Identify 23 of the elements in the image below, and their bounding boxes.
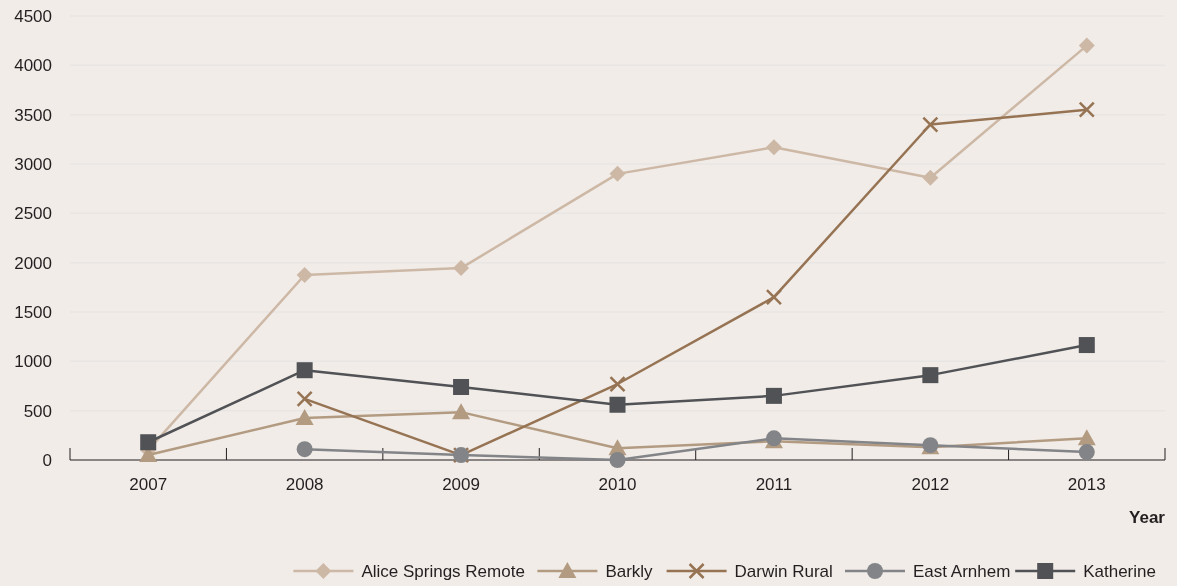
legend-label: Katherine bbox=[1083, 562, 1156, 581]
x-tick-label: 2011 bbox=[755, 475, 793, 494]
y-tick-label: 4000 bbox=[14, 56, 52, 76]
y-tick-label: 2500 bbox=[14, 204, 52, 224]
x-tick-label: 2012 bbox=[911, 475, 950, 494]
legend-label: Barkly bbox=[605, 562, 654, 581]
legend-label: Darwin Rural bbox=[734, 562, 833, 581]
x-axis-title: Year bbox=[1129, 508, 1166, 527]
legend-label: Alice Springs Remote bbox=[361, 562, 525, 581]
x-tick-label: 2007 bbox=[129, 475, 168, 494]
x-tick-label: 2013 bbox=[1067, 475, 1106, 494]
y-tick-label: 1500 bbox=[14, 302, 52, 322]
y-tick-label: 1000 bbox=[14, 352, 52, 372]
x-tick-label: 2010 bbox=[598, 475, 637, 494]
y-tick-label: 3000 bbox=[14, 154, 52, 174]
y-tick-label: 3500 bbox=[14, 105, 52, 125]
y-tick-label: 4500 bbox=[14, 6, 52, 26]
y-tick-label: 2000 bbox=[14, 253, 52, 273]
x-tick-label: 2008 bbox=[285, 475, 324, 494]
x-tick-label: 2009 bbox=[442, 475, 480, 494]
y-tick-label: 500 bbox=[23, 401, 52, 421]
y-tick-label: 0 bbox=[42, 450, 52, 470]
legend-label: East Arnhem bbox=[913, 562, 1011, 581]
